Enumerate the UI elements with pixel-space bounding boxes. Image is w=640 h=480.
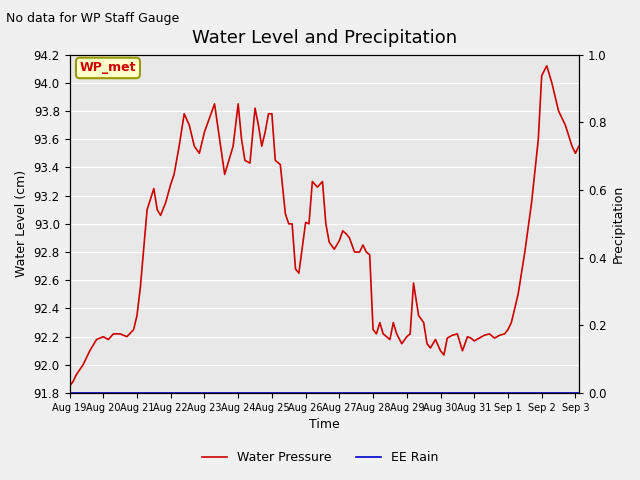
Line: Water Pressure: Water Pressure — [70, 66, 579, 386]
Legend: Water Pressure, EE Rain: Water Pressure, EE Rain — [196, 446, 444, 469]
Water Pressure — [575, 144, 582, 149]
X-axis label: Time: Time — [308, 419, 340, 432]
Title: Water Level and Precipitation: Water Level and Precipitation — [191, 29, 457, 48]
Water Pressure — [423, 341, 431, 347]
Y-axis label: Precipitation: Precipitation — [612, 185, 625, 263]
Water Pressure — [66, 383, 74, 389]
Water Pressure — [561, 122, 569, 128]
Water Pressure — [543, 63, 550, 69]
Text: No data for WP Staff Gauge: No data for WP Staff Gauge — [6, 12, 180, 25]
Water Pressure — [449, 332, 456, 338]
Water Pressure — [351, 249, 358, 255]
Water Pressure — [258, 144, 266, 149]
Water Pressure — [403, 334, 411, 339]
Y-axis label: Water Level (cm): Water Level (cm) — [15, 170, 28, 277]
Text: WP_met: WP_met — [80, 61, 136, 74]
